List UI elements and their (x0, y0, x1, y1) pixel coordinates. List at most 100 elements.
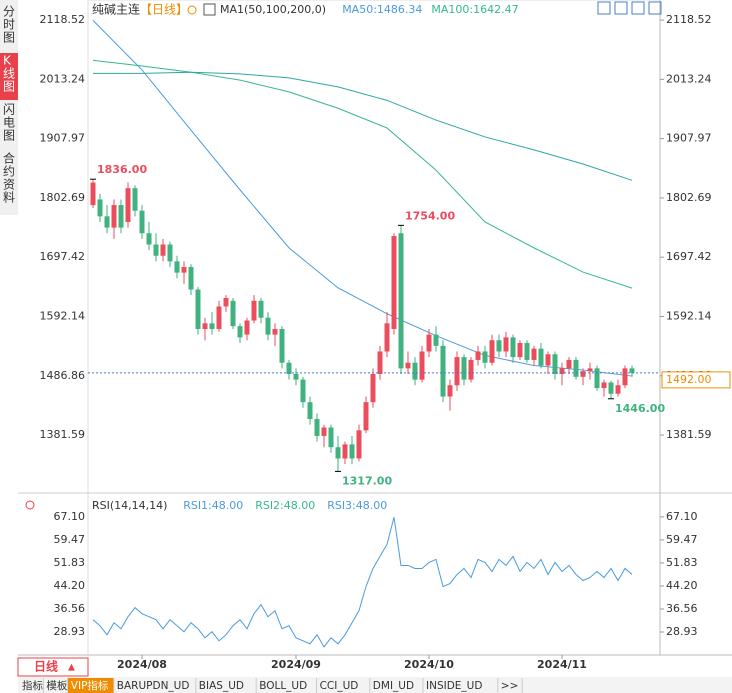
tab[interactable]: INSIDE_UD (426, 680, 482, 692)
plot-frame (87, 0, 661, 656)
y-tick-label: 2013.24 (666, 72, 712, 85)
sidebar-tab[interactable]: 电 (3, 116, 15, 130)
sidebar-tab[interactable]: 时 (3, 18, 15, 32)
candle-body (601, 382, 607, 389)
candle-body (300, 379, 306, 403)
candle-body (615, 385, 621, 394)
candle-body (622, 368, 628, 386)
tab[interactable]: 模板 (46, 679, 67, 692)
y-tick-label-left: 51.83 (54, 556, 86, 569)
candle-body (496, 340, 502, 352)
x-tick-label: 2024/08 (117, 658, 167, 671)
candle-body (566, 359, 572, 369)
annotation-label: 1836.00 (97, 163, 147, 176)
candle-body (328, 427, 334, 448)
candle-body (195, 289, 201, 329)
y-tick-label-left: 44.20 (54, 579, 86, 592)
y-tick-label: 59.47 (666, 533, 698, 546)
ma-icon[interactable] (203, 3, 216, 16)
candle-body (370, 374, 376, 403)
tab[interactable]: VIP指标 (71, 679, 109, 692)
toolbar (597, 1, 662, 15)
sidebar-tab[interactable]: 线 (3, 67, 15, 81)
candle-body (111, 205, 117, 228)
sidebar-tab[interactable]: 资 (3, 178, 15, 192)
candle-body (419, 351, 425, 380)
sidebar-tab[interactable]: K (3, 54, 12, 68)
tab[interactable]: >> (501, 680, 519, 692)
candle-body (510, 337, 516, 358)
candle-body (405, 362, 411, 369)
sidebar-tab[interactable]: 约 (3, 164, 15, 179)
candle-body (181, 267, 187, 273)
x-tick-label: 2024/11 (537, 658, 587, 671)
candle-body (398, 233, 404, 369)
y-tick-label-left: 2013.24 (40, 72, 86, 85)
annotation-label: 1317.00 (342, 474, 392, 487)
candle-body (342, 444, 348, 459)
candle-body (384, 323, 390, 352)
annotation-label: 1754.00 (405, 209, 455, 222)
tool-button[interactable] (597, 1, 611, 15)
tab[interactable]: BIAS_UD (199, 680, 244, 692)
settings-icon[interactable] (25, 500, 35, 510)
candle-body (594, 368, 600, 389)
tab[interactable]: 指标 (22, 679, 43, 692)
y-tick-label-left: 1486.86 (40, 369, 86, 382)
candle-body (391, 236, 397, 329)
candle-body (188, 267, 194, 290)
y-tick-label: 67.10 (666, 510, 698, 523)
y-tick-label: 28.93 (666, 625, 698, 638)
candle-body (244, 320, 250, 335)
sidebar-tab[interactable]: 闪 (3, 103, 15, 117)
sidebar-tab[interactable]: 图 (3, 80, 15, 94)
y-tick-label-left: 67.10 (54, 510, 86, 523)
candle-body (503, 337, 509, 352)
y-tick-label: 1381.59 (666, 428, 712, 441)
annotation-label: 1446.00 (615, 402, 665, 415)
sidebar-tab[interactable]: 料 (3, 191, 15, 205)
y-tick-label-left: 1381.59 (40, 428, 86, 441)
add-icon[interactable] (187, 5, 197, 15)
period-button[interactable] (17, 657, 89, 677)
candle-body (258, 300, 264, 318)
candle-body (146, 233, 152, 245)
legend-entry: MA50:1486.34 (342, 3, 422, 16)
ma-line (93, 71, 633, 181)
y-tick-label-left: 1697.42 (40, 250, 86, 263)
sidebar-tab[interactable]: 合 (3, 151, 15, 166)
tab[interactable]: DMI_UD (373, 680, 414, 692)
candle-body (153, 244, 159, 256)
y-tick-label: 1907.97 (666, 132, 712, 145)
candle-body (447, 385, 453, 397)
candle-body (363, 402, 369, 431)
period-button-label[interactable]: 日线 (34, 659, 58, 674)
candle-body (545, 354, 551, 366)
candle-body (377, 351, 383, 375)
tab[interactable]: CCI_UD (320, 680, 359, 692)
sidebar-tab[interactable]: 图 (3, 129, 15, 143)
candle-body (118, 205, 124, 228)
y-tick-label-left: 28.93 (54, 625, 86, 638)
tab-active (67, 678, 114, 693)
tool-button[interactable] (614, 1, 628, 15)
tool-button[interactable] (631, 1, 645, 15)
tab[interactable]: BARUPDN_UD (117, 680, 190, 692)
candle-body (531, 348, 537, 360)
y-tick-label: 44.20 (666, 579, 698, 592)
candle-body (608, 382, 614, 394)
tab[interactable]: BOLL_UD (259, 680, 307, 692)
symbol: 纯碱主连 (92, 2, 140, 17)
sidebar-tab[interactable]: 分 (3, 5, 15, 19)
candle-body (538, 348, 544, 366)
candle-body (279, 328, 285, 363)
candle-body (552, 354, 558, 375)
x-tick-label: 2024/09 (271, 658, 321, 671)
legend-entry: RSI3:48.00 (327, 499, 387, 512)
candle-body (454, 357, 460, 386)
candle-body (440, 345, 446, 397)
legend-entry: MA100:1642.47 (431, 3, 518, 16)
sidebar-tab[interactable]: 图 (3, 31, 15, 45)
candle-body (517, 343, 523, 358)
tool-button[interactable] (648, 1, 662, 15)
